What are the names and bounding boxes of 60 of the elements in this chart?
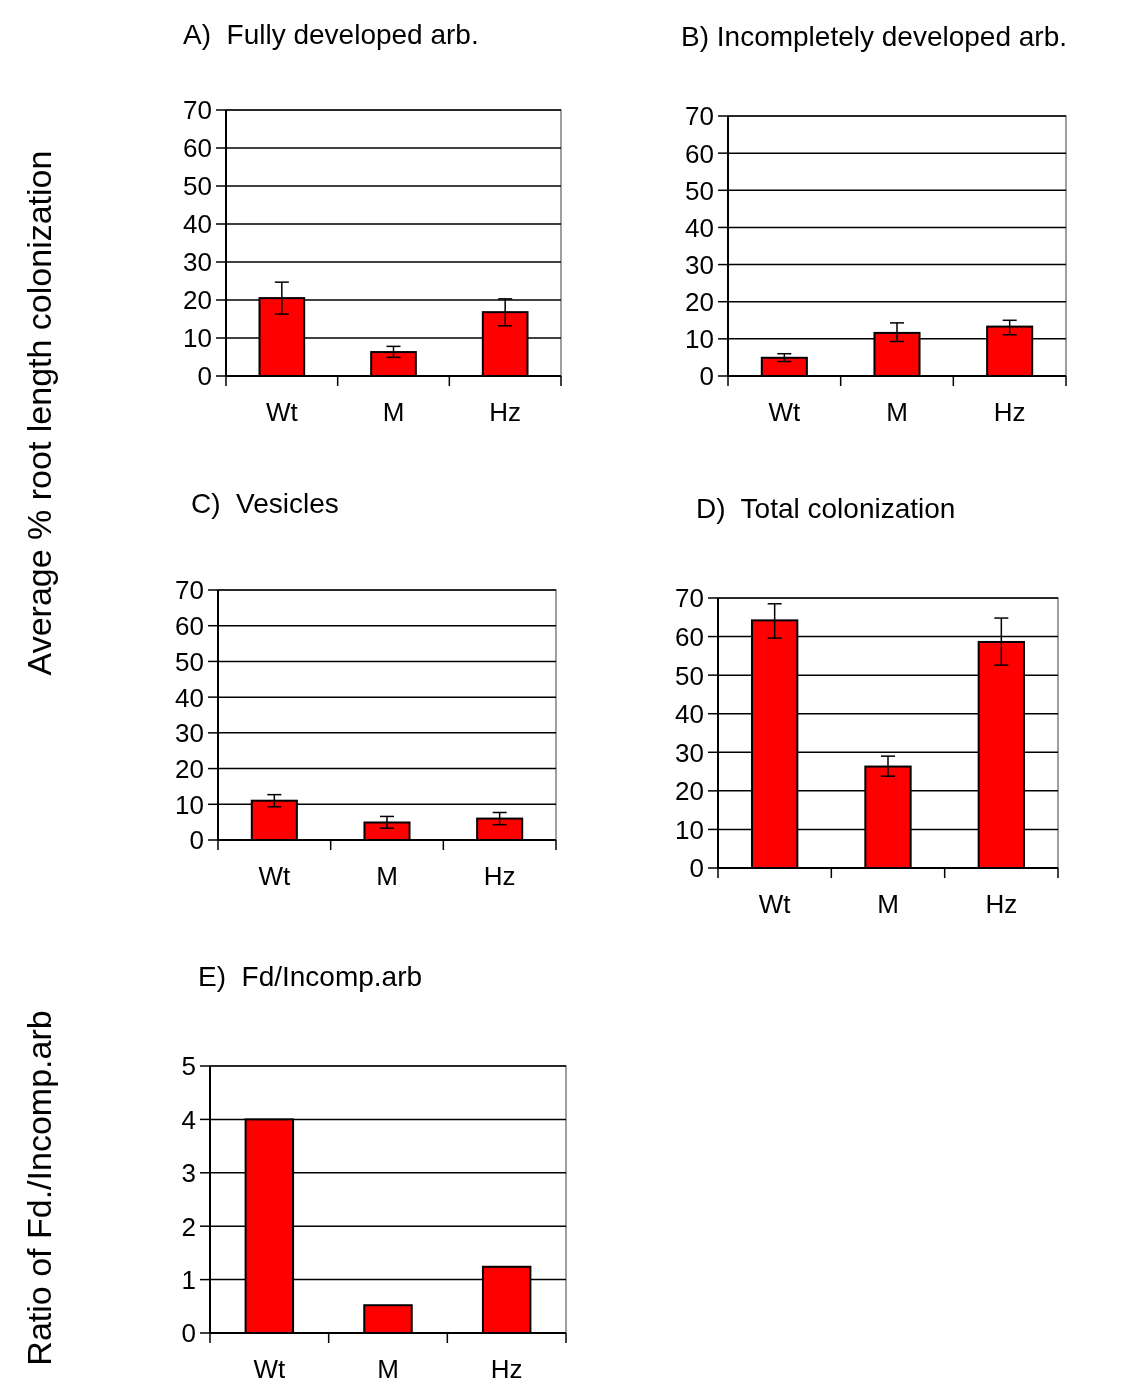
chart-title: B) Incompletely developed arb. bbox=[681, 21, 1067, 52]
x-tick-label: Wt bbox=[758, 889, 792, 919]
y-tick-label: 60 bbox=[183, 133, 212, 164]
x-tick-label: M bbox=[377, 1354, 399, 1384]
y-tick-label: 1 bbox=[181, 1264, 196, 1295]
y-tick-label: 5 bbox=[181, 1051, 196, 1082]
y-tick-label: 60 bbox=[685, 138, 714, 169]
y-tick-label: 40 bbox=[175, 682, 204, 713]
y-tick-label: 70 bbox=[675, 583, 704, 614]
y-tick-label: 0 bbox=[197, 361, 212, 392]
x-tick-label: M bbox=[877, 889, 899, 919]
y-tick-label: 70 bbox=[183, 95, 212, 126]
x-tick-label: M bbox=[886, 397, 908, 427]
y-tick-label: 0 bbox=[689, 853, 704, 884]
y-tick-label: 50 bbox=[675, 660, 704, 691]
y-tick-label: 10 bbox=[675, 814, 704, 845]
y-tick-label: 0 bbox=[189, 825, 204, 856]
y-tick-label: 20 bbox=[183, 285, 212, 316]
y-tick-label: 40 bbox=[183, 209, 212, 240]
y-tick-label: 10 bbox=[183, 323, 212, 354]
y-tick-label: 50 bbox=[175, 646, 204, 677]
x-tick-label: M bbox=[382, 397, 405, 427]
x-tick-label: Wt bbox=[768, 397, 801, 427]
y-tick-label: 70 bbox=[175, 575, 204, 606]
y-tick-label: 4 bbox=[181, 1104, 196, 1135]
y-axis-title: Average % root length colonization bbox=[20, 150, 58, 676]
chart-title: E) Fd/Incomp.arb bbox=[198, 961, 423, 992]
chart-title: A) Fully developed arb. bbox=[183, 19, 479, 50]
x-tick-label: Wt bbox=[258, 861, 291, 891]
y-tick-label: 40 bbox=[685, 212, 714, 243]
y-tick-label: 0 bbox=[699, 361, 714, 392]
x-tick-label: Hz bbox=[993, 397, 1026, 427]
x-tick-label: Hz bbox=[483, 861, 516, 891]
chart-title: C) Vesicles bbox=[191, 488, 339, 519]
y-tick-label: 3 bbox=[181, 1158, 196, 1189]
y-tick-label: 30 bbox=[183, 247, 212, 278]
y-tick-label: 0 bbox=[181, 1318, 196, 1349]
y-tick-label: 20 bbox=[675, 776, 704, 807]
x-tick-label: M bbox=[376, 861, 398, 891]
y-tick-label: 70 bbox=[685, 101, 714, 132]
x-tick-label: Hz bbox=[490, 1354, 523, 1384]
y-tick-label: 50 bbox=[183, 171, 212, 202]
chart-title: D) Total colonization bbox=[696, 493, 956, 524]
y-axis-title: Ratio of Fd./Incomp.arb bbox=[20, 1010, 58, 1366]
y-tick-label: 20 bbox=[685, 287, 714, 318]
y-tick-label: 20 bbox=[175, 753, 204, 784]
y-tick-label: 2 bbox=[181, 1211, 196, 1242]
y-tick-label: 10 bbox=[685, 324, 714, 355]
y-tick-label: 10 bbox=[175, 789, 204, 820]
y-tick-label: 50 bbox=[685, 175, 714, 206]
x-tick-label: Hz bbox=[985, 889, 1018, 919]
x-tick-label: Wt bbox=[265, 397, 299, 427]
y-tick-label: 60 bbox=[175, 611, 204, 642]
x-tick-label: Hz bbox=[489, 397, 522, 427]
y-tick-label: 40 bbox=[675, 699, 704, 730]
x-tick-label: Wt bbox=[253, 1354, 286, 1384]
y-tick-label: 30 bbox=[675, 737, 704, 768]
y-tick-label: 30 bbox=[685, 249, 714, 280]
y-tick-label: 60 bbox=[675, 621, 704, 652]
y-tick-label: 30 bbox=[175, 718, 204, 749]
